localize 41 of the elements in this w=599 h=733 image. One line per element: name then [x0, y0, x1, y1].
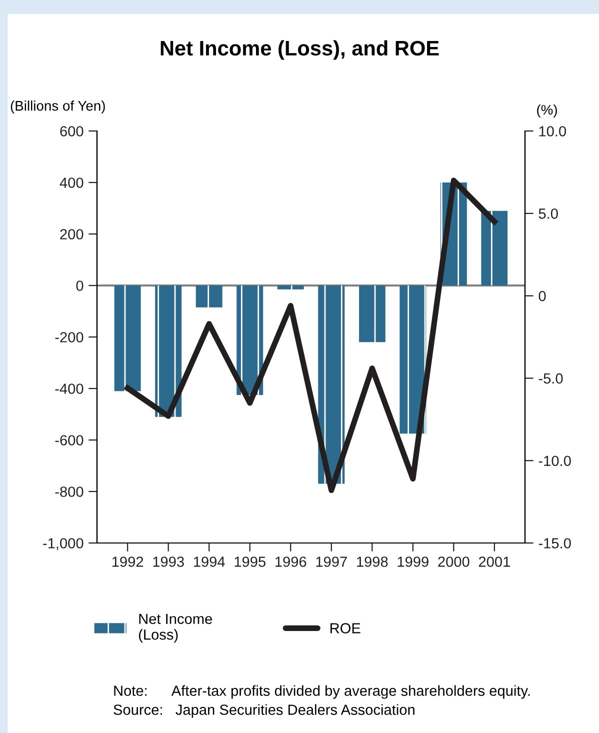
x-tick-label: 1992	[112, 556, 144, 567]
y-tick-label: -400	[55, 384, 84, 394]
x-tick-label: 1998	[357, 556, 388, 567]
y2-tick-label: 5.0	[538, 208, 558, 219]
x-tick-label: 1993	[153, 556, 184, 567]
y-tick-label: -600	[55, 435, 84, 446]
bar	[236, 286, 264, 395]
chart-title: Net Income (Loss), and ROE	[160, 40, 439, 60]
y2-tick-label: -10.0	[538, 456, 571, 466]
y-axis-title: (Billions of Yen)	[10, 100, 105, 114]
bar	[318, 286, 345, 484]
y-tick-label: -800	[55, 486, 84, 497]
x-tick-label: 1999	[398, 556, 428, 567]
y2-tick-label: -15.0	[538, 538, 571, 548]
source-note: Source: Japan Securities Dealers Association	[114, 704, 414, 718]
text: Note: After-tax profits divided by average shareholders equity.	[114, 685, 530, 699]
y-tick-label: -1,000	[43, 538, 84, 550]
bar	[155, 286, 182, 417]
bar	[481, 210, 508, 286]
y-tick-label: 0	[76, 280, 84, 291]
bar	[114, 286, 141, 392]
y-tick-label: -200	[55, 332, 84, 342]
legend-label: Net Income (Loss)	[138, 614, 212, 643]
x-tick-label: 1997	[316, 556, 347, 567]
y-tick-label: 400	[60, 178, 84, 188]
y2-tick-label: -5.0	[538, 373, 563, 384]
y2-tick-label: 0	[538, 290, 546, 302]
y2-axis-title: (%)	[537, 104, 557, 118]
bar	[277, 286, 304, 290]
y-tick-label: 600	[60, 126, 84, 136]
x-tick-label: 1995	[234, 556, 266, 567]
y2-tick-label: 10.0	[539, 126, 566, 136]
bar	[400, 286, 426, 434]
legend-label: ROE	[330, 623, 360, 634]
x-tick-label: 2000	[438, 556, 470, 567]
bar	[196, 286, 222, 308]
x-tick-label: 1994	[194, 556, 225, 567]
y-tick-label: 200	[60, 229, 84, 240]
bar	[358, 286, 386, 342]
x-tick-label: 2001	[478, 556, 510, 567]
x-tick-label: 1996	[276, 556, 306, 567]
